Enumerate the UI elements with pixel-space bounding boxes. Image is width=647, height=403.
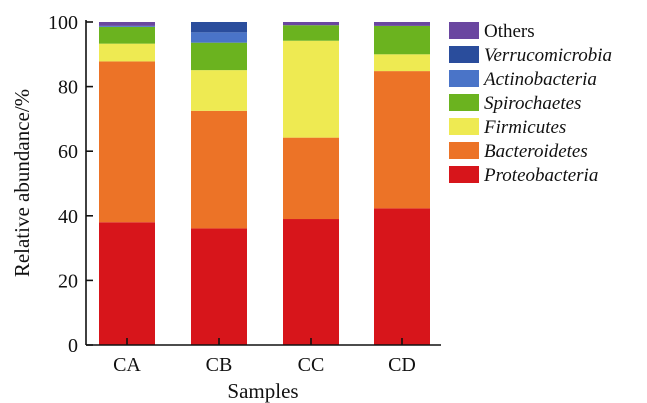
bar-segment-cd-bacteroidetes (374, 71, 430, 209)
legend-label-spirochaetes: Spirochaetes (484, 93, 581, 114)
legend-label-actinobacteria: Actinobacteria (482, 69, 597, 90)
legend-label-verrucomicrobia: Verrucomicrobia (484, 45, 612, 66)
bar-segment-cc-firmicutes (283, 40, 339, 138)
legend-label-firmicutes: Firmicutes (483, 117, 566, 138)
y-tick-label: 60 (58, 141, 78, 163)
bar-segment-cb-actinobacteria (191, 32, 247, 43)
legend-swatch-proteobacteria (449, 166, 479, 183)
y-tick-label: 40 (58, 206, 78, 228)
bar-segment-cd-others (374, 22, 430, 26)
bar-segment-cb-spirochaetes (191, 42, 247, 71)
bar-segment-cd-proteobacteria (374, 208, 430, 345)
legend-swatch-others (449, 22, 479, 39)
bars-group (99, 22, 430, 345)
x-tick-label: CA (113, 354, 141, 376)
x-axis-title: Samples (227, 379, 298, 403)
bar-segment-cc-others (283, 22, 339, 26)
y-axis-title: Relative abundance/% (10, 89, 34, 277)
y-tick-label: 20 (58, 270, 78, 292)
bar-segment-cb-verrucomicrobia (191, 22, 247, 33)
bar-segment-ca-actinobacteria (99, 25, 155, 27)
legend-label-others: Others (484, 21, 535, 42)
x-tick-label: CD (388, 354, 416, 376)
y-tick-label: 80 (58, 77, 78, 99)
y-tick-label: 0 (68, 335, 78, 357)
bar-segment-cb-bacteroidetes (191, 110, 247, 229)
bar-segment-cd-firmicutes (374, 54, 430, 72)
legend: Others Verrucomicrobia Actinobacteria Spiro… (449, 21, 612, 186)
legend-swatch-bacteroidetes (449, 142, 479, 159)
y-ticks-group: 0 20 40 60 80 100 (48, 12, 93, 357)
bar-segment-ca-firmicutes (99, 43, 155, 62)
x-tick-label: CC (298, 354, 325, 376)
legend-swatch-spirochaetes (449, 94, 479, 111)
bar-segment-ca-bacteroidetes (99, 61, 155, 223)
bar-segment-cd-spirochaetes (374, 25, 430, 55)
axes-group (85, 20, 441, 346)
bar-segment-cc-proteobacteria (283, 219, 339, 345)
legend-label-bacteroidetes: Bacteroidetes (484, 141, 588, 162)
x-tick-label: CB (206, 354, 233, 376)
legend-swatch-actinobacteria (449, 70, 479, 87)
legend-label-proteobacteria: Proteobacteria (483, 165, 598, 186)
legend-swatch-firmicutes (449, 118, 479, 135)
bar-segment-ca-proteobacteria (99, 222, 155, 345)
bar-segment-cb-firmicutes (191, 70, 247, 111)
y-tick-label: 100 (48, 12, 78, 34)
bar-segment-cc-spirochaetes (283, 25, 339, 41)
x-ticks-group: CA CB CC CD (113, 338, 416, 376)
bar-segment-ca-others (99, 22, 155, 26)
bar-segment-cb-proteobacteria (191, 228, 247, 345)
bar-segment-cc-bacteroidetes (283, 137, 339, 220)
legend-swatch-verrucomicrobia (449, 46, 479, 63)
bar-segment-ca-spirochaetes (99, 26, 155, 44)
